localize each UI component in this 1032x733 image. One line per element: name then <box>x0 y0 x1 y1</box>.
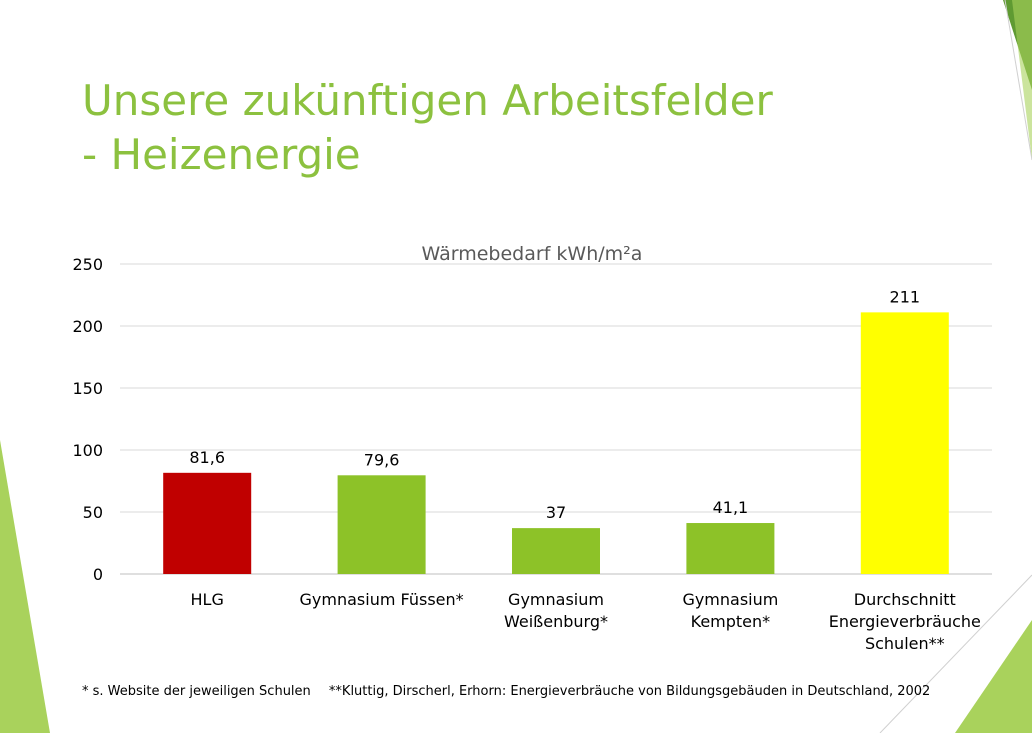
x-tick-label: Gymnasium Füssen* <box>300 590 464 609</box>
deco-line-top <box>1004 0 1032 161</box>
deco-line-right <box>879 574 1032 733</box>
deco-left-light <box>0 440 50 733</box>
y-tick-label: 50 <box>83 503 103 522</box>
page-title: Unsere zukünftigen Arbeitsfelder - Heize… <box>82 74 773 182</box>
x-tick-label: Kempten* <box>691 612 771 631</box>
bar <box>337 475 426 574</box>
footnote-schools: * s. Website der jeweiligen Schulen <box>82 684 311 699</box>
footnote-source: **Kluttig, Dirscherl, Erhorn: Energiever… <box>328 684 931 699</box>
bar <box>512 528 600 574</box>
data-label: 41,1 <box>713 498 749 517</box>
data-label: 79,6 <box>364 450 400 469</box>
title-line-2: - Heizenergie <box>82 130 361 179</box>
data-label: 81,6 <box>189 448 225 467</box>
y-tick-label: 0 <box>93 565 103 584</box>
footnote: * s. Website der jeweiligen Schulen **Kl… <box>82 684 930 699</box>
y-tick-label: 100 <box>72 441 103 460</box>
x-tick-label: Energieverbräuche <box>829 612 981 631</box>
x-tick-label: Gymnasium <box>682 590 778 609</box>
x-tick-label: Weißenburg* <box>504 612 608 631</box>
y-tick-label: 150 <box>72 379 103 398</box>
y-tick-label: 200 <box>72 317 103 336</box>
data-label: 37 <box>546 503 566 522</box>
chart-title: Wärmebedarf kWh/m²a <box>422 243 643 265</box>
bar <box>163 472 252 574</box>
deco-top-right-light <box>1012 0 1032 160</box>
bar <box>686 523 775 574</box>
title-line-1: Unsere zukünftigen Arbeitsfelder <box>82 76 773 125</box>
x-tick-label: Durchschnitt <box>854 590 956 609</box>
x-tick-label: HLG <box>191 590 224 609</box>
deco-bottom-right-light <box>955 620 1032 733</box>
bar <box>860 312 949 574</box>
x-tick-label: Gymnasium <box>508 590 604 609</box>
data-label: 211 <box>890 287 921 306</box>
x-tick-label: Schulen** <box>865 634 945 653</box>
y-tick-label: 250 <box>72 255 103 274</box>
